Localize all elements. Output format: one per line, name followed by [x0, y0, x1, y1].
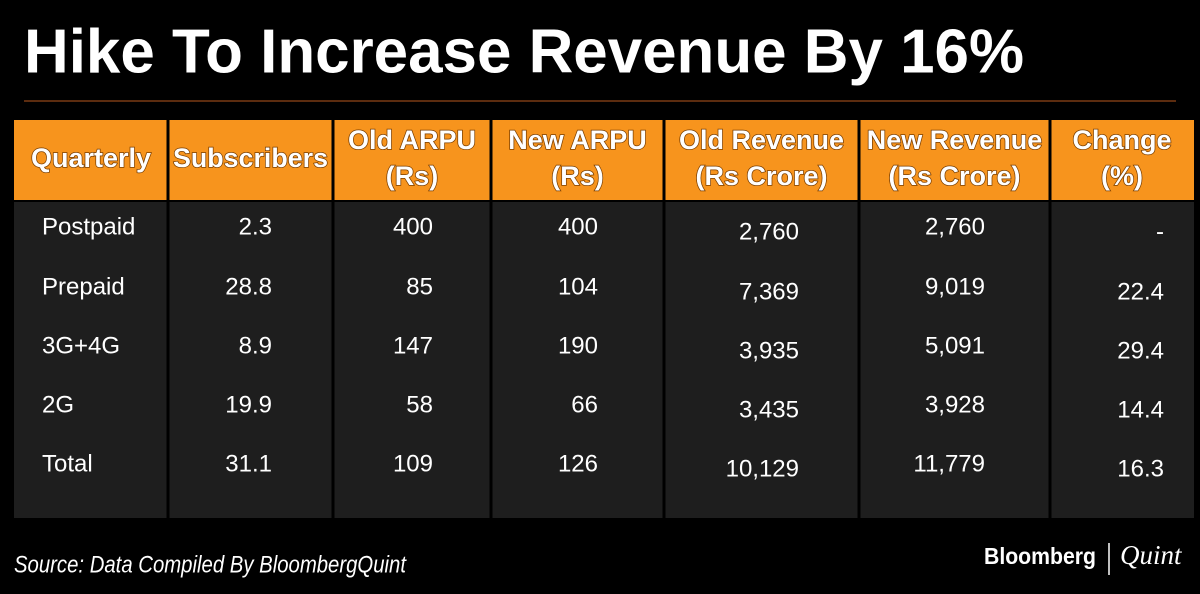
- cell-value: 190: [558, 332, 598, 359]
- brand: Bloomberg: [984, 543, 1096, 569]
- cell-value: 28.8: [225, 273, 272, 300]
- column-header: Change: [1072, 125, 1171, 155]
- cell-value: 19.9: [225, 391, 272, 418]
- row-label: 3G+4G: [42, 332, 120, 359]
- cell-value: 7,369: [739, 278, 799, 305]
- row-label: 2G: [42, 391, 74, 418]
- row-label: Postpaid: [42, 213, 135, 240]
- title: Hike To Increase Revenue By 16%: [24, 17, 1024, 86]
- cell-value: 11,779: [913, 450, 985, 477]
- cell-value: 104: [558, 273, 598, 300]
- cell-value: 400: [393, 213, 433, 240]
- cell-value: 3,435: [739, 396, 799, 423]
- cell-value: 16.3: [1117, 455, 1164, 482]
- row-label: Total: [42, 450, 93, 477]
- cell-value: 5,091: [925, 332, 985, 359]
- cell-value: 3,928: [925, 391, 985, 418]
- column-separator: [1048, 120, 1052, 518]
- cell-value: 2.3: [239, 213, 272, 240]
- column-separator: [857, 120, 861, 518]
- column-separator: [489, 120, 493, 518]
- column-header: (Rs Crore): [888, 161, 1020, 191]
- cell-value: 58: [406, 391, 433, 418]
- column-header: (Rs): [551, 161, 604, 191]
- cell-value: 2,760: [925, 213, 985, 240]
- column-separator: [166, 120, 170, 518]
- cell-value: 22.4: [1117, 278, 1164, 305]
- column-header: (%): [1101, 161, 1143, 191]
- column-header: (Rs Crore): [695, 161, 827, 191]
- column-separator: [662, 120, 666, 518]
- column-header: Subscribers: [173, 143, 328, 173]
- column-header: Quarterly: [31, 143, 151, 173]
- cell-value: 29.4: [1117, 337, 1164, 364]
- cell-value: 14.4: [1117, 396, 1164, 423]
- column-separator: [331, 120, 335, 518]
- cell-value: 66: [571, 391, 598, 418]
- header-band: [14, 120, 1194, 200]
- row-label: Prepaid: [42, 273, 125, 300]
- column-header: New Revenue: [867, 125, 1043, 155]
- cell-value: 400: [558, 213, 598, 240]
- column-header: New ARPU: [508, 125, 647, 155]
- cell-value: -: [1156, 218, 1164, 245]
- brand2: Quint: [1120, 540, 1183, 570]
- cell-value: 2,760: [739, 218, 799, 245]
- cell-value: 9,019: [925, 273, 985, 300]
- cell-value: 8.9: [239, 332, 272, 359]
- cell-value: 126: [558, 450, 598, 477]
- header-separator: [14, 200, 1194, 202]
- column-header: Old ARPU: [348, 125, 476, 155]
- cell-value: 147: [393, 332, 433, 359]
- cell-value: 85: [406, 273, 433, 300]
- cell-value: 109: [393, 450, 433, 477]
- cell-value: 31.1: [225, 450, 272, 477]
- cell-value: 3,935: [739, 337, 799, 364]
- body-band: [14, 202, 1194, 518]
- cell-value: 10,129: [726, 455, 799, 482]
- column-header: Old Revenue: [679, 125, 844, 155]
- source: Source: Data Compiled By BloombergQuint: [14, 551, 407, 578]
- column-header: (Rs): [386, 161, 439, 191]
